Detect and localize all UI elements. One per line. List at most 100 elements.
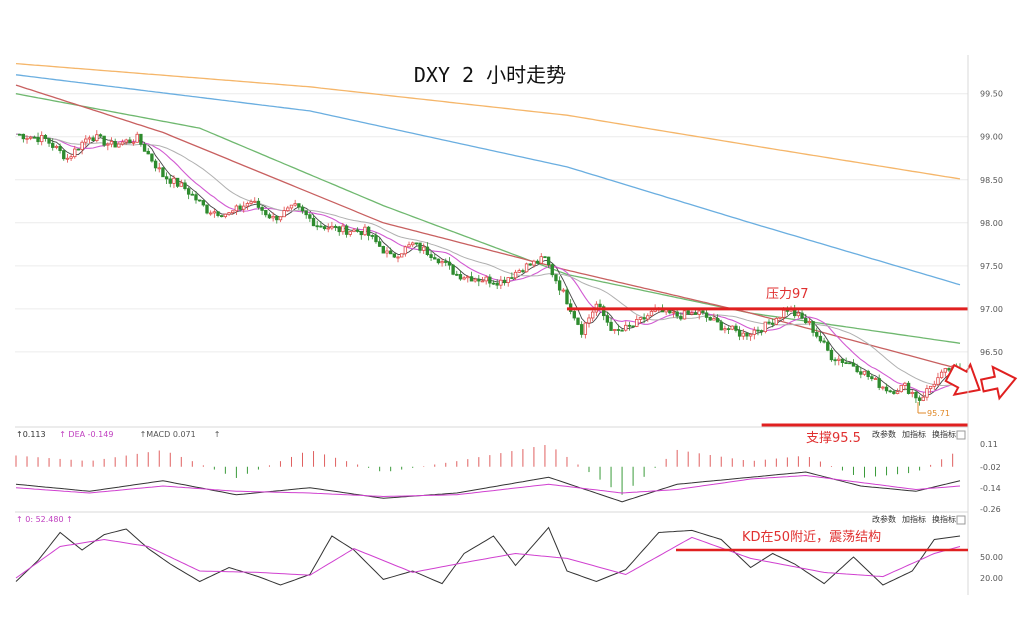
kd-legend: ↑ 0: 52.480 ↑	[16, 515, 73, 524]
candle-down	[686, 310, 690, 315]
candle-down	[183, 179, 187, 191]
candle-down	[62, 149, 66, 161]
candle-up	[903, 381, 907, 391]
macd-tick-label: -0.02	[980, 463, 1001, 472]
close-icon[interactable]	[956, 515, 966, 525]
candle-down	[58, 143, 62, 154]
candle-down	[579, 321, 584, 338]
candle-up	[106, 142, 110, 151]
price-tick-label: 96.50	[980, 348, 1003, 357]
candle-up	[943, 367, 947, 377]
candle-down	[388, 247, 393, 255]
candle-down	[429, 250, 433, 262]
candle-down	[528, 263, 532, 266]
candle-down	[36, 132, 40, 145]
candle-down	[726, 326, 731, 334]
kd-toolbar-button[interactable]: 换指标	[932, 514, 956, 524]
candle-down	[767, 319, 771, 325]
candle-down	[770, 318, 775, 328]
candle-up	[54, 144, 59, 150]
close-icon[interactable]	[956, 430, 966, 440]
candlestick-series	[17, 130, 962, 406]
kd-panel: ↑ 0: 52.480 ↑ 改参数 加指标 换指标 50.00 20.00 KD在50…	[15, 514, 1003, 586]
candle-up	[282, 206, 286, 218]
candle-up	[635, 315, 639, 328]
short-average-line	[15, 133, 961, 387]
candle-up	[80, 140, 84, 155]
price-tick-label: 99.00	[980, 133, 1003, 142]
candle-up	[723, 325, 727, 334]
candle-down	[866, 369, 870, 380]
macd-tick-label: 0.11	[980, 440, 998, 449]
candle-up	[208, 210, 213, 216]
candle-down	[418, 242, 422, 254]
candle-down	[557, 276, 562, 296]
candle-up	[242, 201, 246, 213]
candle-down	[322, 225, 327, 231]
candle-up	[939, 369, 944, 379]
short-average-line	[15, 133, 960, 397]
candle-up	[352, 227, 356, 233]
candle-down	[554, 274, 558, 284]
macd-toolbar-button[interactable]: 换指标	[932, 429, 956, 439]
candle-up	[587, 314, 591, 328]
candle-up	[730, 325, 734, 331]
candle-down	[311, 214, 316, 227]
candle-down	[488, 274, 492, 288]
candle-up	[179, 179, 183, 187]
candle-up	[763, 321, 768, 334]
candle-down	[491, 280, 496, 285]
candle-up	[646, 313, 650, 322]
candle-up	[484, 275, 488, 285]
price-panel: 96.50 97.00 97.50 98.00 98.50 99.00 99.50 DXY …	[15, 62, 1018, 446]
candle-up	[69, 153, 73, 161]
candle-up	[172, 175, 176, 189]
macd-line	[15, 474, 961, 498]
candle-down	[818, 332, 823, 344]
macd-toolbar-button[interactable]: 加指标	[902, 429, 926, 439]
candle-up	[910, 389, 914, 398]
candle-down	[451, 263, 455, 276]
kd-line	[15, 536, 961, 579]
kd-toolbar-button[interactable]: 加指标	[902, 514, 926, 524]
kd-toolbar-button[interactable]: 改参数	[872, 514, 896, 524]
candle-down	[333, 224, 338, 231]
moving-average-line	[15, 62, 961, 180]
candle-down	[186, 187, 191, 200]
candle-down	[800, 310, 804, 320]
candle-up	[330, 221, 334, 231]
price-tick-label: 98.50	[980, 176, 1003, 185]
candle-down	[205, 204, 209, 215]
candle-down	[917, 395, 922, 406]
candle-down	[495, 279, 499, 290]
candle-down	[855, 363, 859, 374]
candle-up	[293, 199, 297, 207]
candle-down	[447, 257, 452, 270]
candle-down	[848, 362, 852, 365]
candle-down	[840, 358, 845, 367]
short-average-line	[15, 133, 961, 393]
candle-up	[95, 130, 99, 143]
candle-up	[109, 137, 114, 148]
macd-toolbar-button[interactable]: 改参数	[872, 429, 896, 439]
candle-up	[466, 275, 470, 283]
candle-down	[344, 224, 349, 238]
candle-up	[671, 309, 676, 318]
candle-down	[546, 256, 551, 268]
candle-down	[260, 205, 264, 215]
candle-up	[29, 135, 33, 141]
candle-down	[319, 221, 323, 228]
candle-up	[117, 141, 121, 148]
kd-toolbar: 改参数 加指标 换指标	[872, 514, 966, 525]
candle-up	[895, 388, 900, 395]
candle-down	[693, 309, 698, 315]
candle-up	[921, 392, 925, 402]
kd-y-axis: 50.00 20.00	[980, 553, 1003, 583]
candle-up	[289, 204, 294, 211]
candle-up	[385, 247, 389, 258]
candle-up	[40, 131, 44, 146]
candle-down	[675, 309, 679, 319]
kd-line	[15, 526, 961, 586]
candle-down	[521, 268, 525, 274]
moving-average-line	[15, 84, 961, 370]
